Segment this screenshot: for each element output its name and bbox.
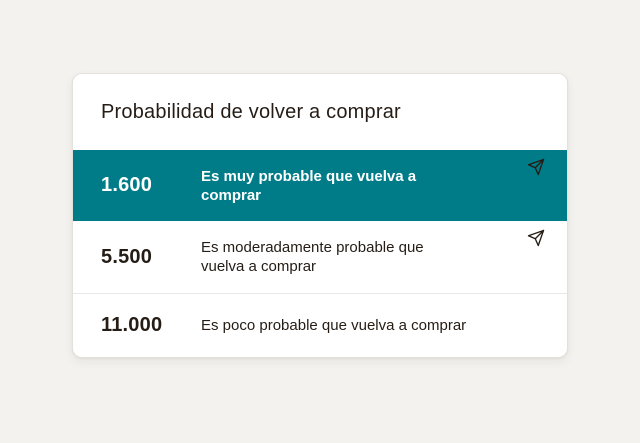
row-count: 1.600 — [101, 174, 153, 196]
row-count: 11.000 — [101, 314, 163, 336]
probability-row-unlikely[interactable]: 11.000 Es poco probable que vuelva a com… — [73, 293, 567, 357]
probability-row-very-likely[interactable]: 1.600 Es muy probable que vuelva a compr… — [73, 150, 567, 221]
row-label: Es poco probable que vuelva a comprar — [201, 316, 526, 335]
row-count: 5.500 — [101, 245, 153, 268]
row-label: Es moderadamente probable que vuelva a c… — [201, 238, 484, 276]
row-label: Es muy probable que vuelva a comprar — [201, 167, 539, 205]
row-label-line: vuelva a comprar — [201, 258, 317, 275]
send-icon[interactable] — [527, 158, 545, 176]
probability-row-moderately-likely[interactable]: 5.500 Es moderadamente probable que vuel… — [73, 221, 567, 293]
probability-card: Probabilidad de volver a comprar 1.600 E… — [72, 73, 568, 358]
card-header: Probabilidad de volver a comprar — [73, 74, 567, 150]
card-title: Probabilidad de volver a comprar — [101, 100, 401, 123]
send-icon[interactable] — [527, 229, 545, 247]
row-label-line: Es muy probable que vuelva a comprar — [201, 167, 417, 204]
row-label-line: Es moderadamente probable que — [201, 239, 424, 256]
row-label-line: Es poco probable que vuelva a comprar — [201, 317, 467, 334]
